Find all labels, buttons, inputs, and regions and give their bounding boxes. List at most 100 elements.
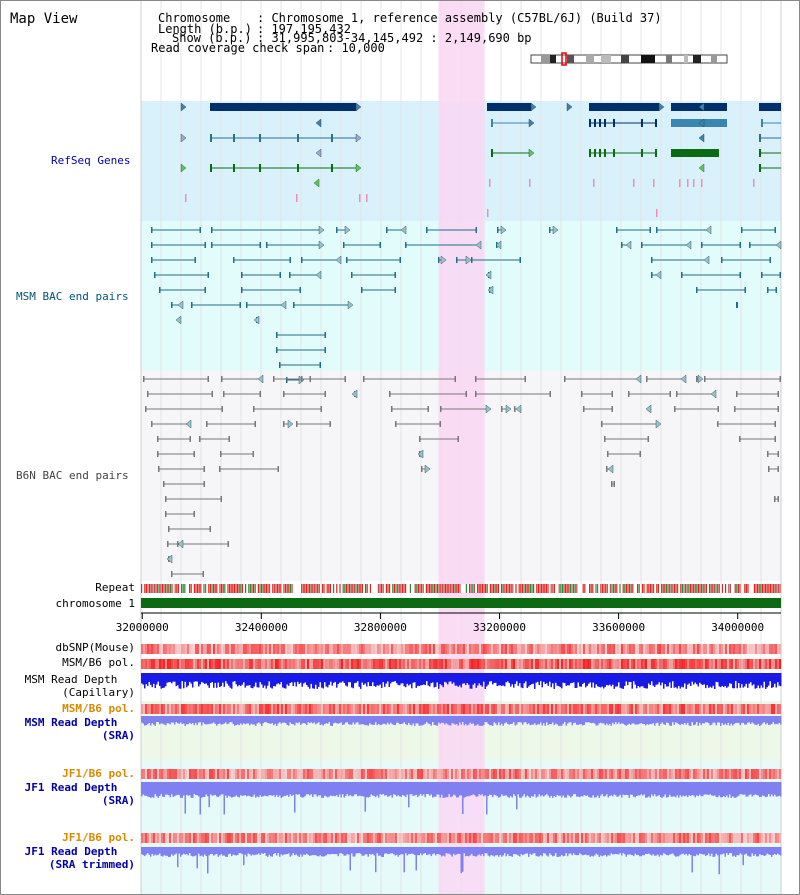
depth-bar [379,782,381,795]
depth-bar [748,847,750,857]
depth-bar [726,673,728,688]
depth-bar [304,847,306,855]
depth-bar [711,716,713,725]
depth-bar [199,673,201,685]
depth-bar [220,782,222,795]
depth-bar [573,673,575,683]
heat-cell [535,833,537,843]
depth-bar [486,716,488,723]
repeat-track[interactable] [141,584,781,593]
heat-cell [717,704,719,714]
heat-cell [357,644,359,654]
depth-bar [501,716,503,724]
depth-bar [468,716,470,725]
heat-cell [705,704,707,714]
depth-bar [771,716,773,725]
chromosome-ideogram[interactable] [530,52,728,66]
heat-cell [283,704,285,714]
heat-cell [743,644,745,654]
repeat-element [758,584,760,593]
depth-bar [661,782,663,798]
depth-bar [679,782,681,796]
repeat-element [699,584,701,593]
heat-cell [581,644,583,654]
jf1-b6-pol-heat-track[interactable] [141,769,781,779]
jf1-depth-sra-bars[interactable] [141,782,782,815]
heat-cell [725,644,727,654]
depth-bar [693,847,695,856]
heat-cell [421,769,423,779]
repeat-element [169,584,171,593]
heat-cell [587,833,589,843]
heat-cell [265,833,267,843]
repeat-element [609,584,611,593]
heat-cell [657,659,659,669]
heat-cell [687,644,689,654]
heat-cell [167,644,169,654]
depth-bar [171,782,173,795]
heat-cell [619,769,621,779]
depth-bar [247,673,249,686]
repeat-element [446,584,448,593]
msm-b6-pol-sra-heat-track[interactable] [141,704,781,714]
depth-bar [499,782,501,797]
jf1-depth-trim-bars[interactable] [141,847,782,875]
heat-cell [359,833,361,843]
depth-bar [142,716,144,724]
heat-cell [415,644,417,654]
depth-bar [454,716,456,725]
dbsnp-heat-track[interactable] [141,644,781,654]
heat-cell [255,704,257,714]
track-label-refseq[interactable]: RefSeq Genes [51,154,131,167]
heat-cell [463,704,465,714]
depth-bar [370,673,372,687]
heat-cell [365,644,367,654]
depth-bar [480,847,482,856]
bac-end-arrow [400,225,407,235]
jf1-b6-pol-trim-heat-track[interactable] [141,833,781,843]
depth-bar [408,716,410,723]
heat-cell [291,644,293,654]
track-label-msm-bac[interactable]: MSM BAC end pairs [16,290,129,303]
heat-cell [587,769,589,779]
heat-cell [535,704,537,714]
depth-bar [472,847,474,856]
heat-cell [413,704,415,714]
heat-cell [589,833,591,843]
depth-bar [162,716,164,724]
track-label-b6n-bac[interactable]: B6N BAC end pairs [16,469,129,482]
repeat-element [485,584,487,593]
b6n-bac-end-pairs[interactable] [143,374,781,577]
heat-cell [779,704,781,714]
msm-bac-end-pairs[interactable] [151,225,782,385]
bac-end-right [774,421,776,427]
msm-b6-pol-heat-track[interactable] [141,659,781,669]
msm-depth-capillary-bars[interactable] [141,673,782,689]
depth-bar [738,673,740,684]
depth-bar [142,782,144,795]
depth-bar [297,782,299,795]
heat-cell [691,704,693,714]
heat-cell [279,659,281,669]
axis-tick-label: 32800000 [354,621,407,634]
heat-cell [725,769,727,779]
repeat-element [616,584,618,593]
heat-cell [545,833,547,843]
depth-bar [198,716,200,723]
heat-cell [187,704,189,714]
refseq-genes[interactable] [180,102,781,217]
depth-bar [727,673,729,687]
depth-bar [249,782,251,796]
depth-bar [576,716,578,725]
depth-bar [667,782,669,798]
depth-bar [745,673,747,684]
depth-bar [463,847,465,854]
depth-bar [561,716,563,726]
depth-bar [703,673,705,685]
heat-cell [169,644,171,654]
depth-bar [469,782,471,796]
repeat-element [661,584,663,593]
msm-depth-sra-bars[interactable] [141,716,782,726]
refseq-tick-mark [185,194,187,202]
